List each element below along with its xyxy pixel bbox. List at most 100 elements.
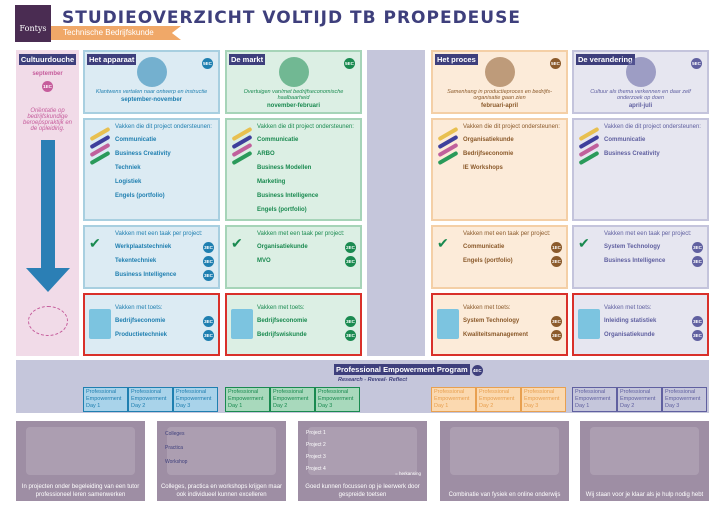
course-item: Bedrijfseconomie	[463, 151, 514, 157]
course-item: System Technology 3EC	[463, 314, 562, 328]
checkmark-icon: ✔	[437, 235, 449, 251]
panel-caption: Wij staan voor je klaar als je hulp nodi…	[585, 492, 704, 498]
checkmark-icon: ✔	[89, 235, 101, 251]
project-period: februari-april	[480, 103, 518, 109]
course-item: Communicatie	[115, 137, 157, 143]
pep-day: Professional Empowerment Day 3	[315, 387, 360, 412]
project-period: september-november	[120, 97, 183, 103]
illustration-icon	[308, 427, 417, 475]
course-item: System Technology 3EC	[604, 240, 703, 254]
page-title: STUDIEOVERZICHT VOLTIJD TB PROPEDEUSE	[62, 8, 521, 28]
course-item: Business Intelligence	[257, 193, 319, 199]
checklist-icon	[231, 309, 253, 339]
project-period: april-juli	[628, 103, 653, 109]
course-item: Communicatie	[604, 137, 646, 143]
cultuurdouche-period: september	[32, 71, 63, 77]
course-item: Business Intelligence 3EC	[604, 254, 703, 268]
ec-badge: 2EC	[345, 241, 356, 253]
fontys-logo: Fontys	[15, 5, 51, 42]
info-panel: Combinatie van fysiek en online onderwij…	[440, 421, 569, 501]
course-item: Organisatiekunde 2EC	[257, 240, 356, 254]
course-item: ARBO	[257, 151, 275, 157]
pep-day: Professional Empowerment Day 1	[83, 387, 128, 412]
test-courses: Vakken met toets: System Technology 3EC Kwa…	[431, 293, 568, 356]
ec-badge: 3EC	[692, 329, 703, 341]
pep-days: Professional Empowerment Day 1 Profession…	[431, 387, 566, 412]
course-item: Communicatie 1EC	[463, 240, 562, 254]
stationery-icon	[231, 126, 253, 166]
pep-title: Professional Empowerment Program 4EC	[334, 364, 483, 376]
ec-badge: 4EC	[471, 365, 483, 376]
project-header: Het apparaat 5EC Klantwens vertalen naar…	[83, 50, 220, 114]
course-item: Techniek	[115, 165, 141, 171]
course-item: Kwaliteitsmanagement 3EC	[463, 328, 562, 342]
checklist-icon	[437, 309, 459, 339]
checkmark-icon: ✔	[231, 235, 243, 251]
stationery-icon	[578, 126, 600, 166]
course-item: MVO 3EC	[257, 254, 356, 268]
course-item: Organisatiekunde	[463, 137, 514, 143]
course-item: Business Creativity	[115, 151, 171, 157]
pep-day: Professional Empowerment Day 2	[128, 387, 173, 412]
ec-badge: 3EC	[203, 329, 214, 341]
ec-badge: 3EC	[203, 255, 214, 267]
panel-item: Practica	[165, 445, 184, 451]
task-courses: ✔ Vakken met een taak per project: Organis…	[225, 225, 362, 289]
task-courses: ✔ Vakken met een taak per project: System …	[572, 225, 709, 289]
panel-item: Project 2	[306, 442, 326, 448]
pep-day: Professional Empowerment Day 2	[617, 387, 662, 412]
course-item: Engels (portfolio)	[115, 193, 165, 199]
info-panel: Colleges Practica Workshop Colleges, practi…	[157, 421, 286, 501]
illustration-icon	[590, 427, 699, 475]
course-item: Engels (portfolio)	[257, 207, 307, 213]
illustration-icon	[26, 427, 135, 475]
pep-day: Professional Empowerment Day 1	[225, 387, 270, 412]
course-item: Bedrijfswiskunde 3EC	[257, 328, 356, 342]
checklist-icon	[89, 309, 111, 339]
project-header: Het proces 5EC Samenhang in productiepro…	[431, 50, 568, 114]
course-item: Business Modellen	[257, 165, 312, 171]
ec-badge: 3EC	[345, 315, 356, 327]
panel-caption: Colleges, practica en workshops krijgen …	[160, 484, 283, 498]
project-label: Het proces	[435, 54, 478, 65]
project-header: De markt 5EC Overtuigen van/met bedrijfs…	[225, 50, 362, 114]
pep-days: Professional Empowerment Day 1 Profession…	[572, 387, 707, 412]
test-courses: Vakken met toets: Inleiding statistiek 3EC…	[572, 293, 709, 356]
project-desc: Samenhang in productieproces en bedrijfs…	[447, 89, 552, 101]
panel-caption: Combinatie van fysiek en online onderwij…	[448, 492, 561, 498]
ec-badge: 1EC	[42, 81, 53, 92]
head-gear-magnifier-icon	[625, 57, 656, 87]
panel-caption: Goed kunnen focussen op je leerwerk door…	[305, 484, 420, 498]
ec-badge: 5EC	[344, 58, 355, 69]
ec-badge: 3EC	[692, 241, 703, 253]
panel-item: Workshop	[165, 459, 188, 465]
course-item: Communicatie	[257, 137, 299, 143]
ec-badge: 3EC	[345, 329, 356, 341]
task-courses: ✔ Vakken met een taak per project: Communi…	[431, 225, 568, 289]
gear-box-icon	[136, 57, 167, 87]
cultuurdouche-column: Cultuurdouche september 1EC Oriëntatie o…	[16, 50, 79, 356]
task-courses: ✔ Vakken met een taak per project: Werkpla…	[83, 225, 220, 289]
project-desc: Cultuur als thema verkennen en daar zelf…	[590, 89, 691, 101]
panel-item: Project 3	[306, 454, 326, 460]
cultuurdouche-desc: Oriëntatie op bedrijfskundige beroepspra…	[22, 108, 73, 132]
cultuurdouche-label: Cultuurdouche	[18, 54, 77, 65]
gears-arrows-icon	[484, 57, 515, 87]
timeline-arrow-icon	[23, 140, 73, 300]
pep-day: Professional Empowerment Day 2	[476, 387, 521, 412]
pep-subtitle: Research - Reveal- Reflect	[338, 377, 408, 383]
project-label: De markt	[229, 54, 266, 65]
holiday-gap	[367, 50, 425, 356]
ec-badge: 3EC	[203, 315, 214, 327]
ec-badge: 1EC	[551, 241, 562, 253]
course-item: Business Creativity	[604, 151, 660, 157]
test-courses: Vakken met toets: Bedrijfseconomie 3EC Bedr…	[225, 293, 362, 356]
ec-badge: 3EC	[692, 315, 703, 327]
course-item: Business Intelligence 3EC	[115, 268, 214, 282]
pep-day: Professional Empowerment Day 3	[173, 387, 218, 412]
subtitle-ribbon: Technische Bedrijfskunde	[51, 26, 181, 40]
ec-badge: 3EC	[551, 329, 562, 341]
legend-text: = herkansing	[395, 471, 421, 476]
project-header: De verandering 5EC Cultuur als thema ver…	[572, 50, 709, 114]
course-item: Marketing	[257, 179, 286, 185]
